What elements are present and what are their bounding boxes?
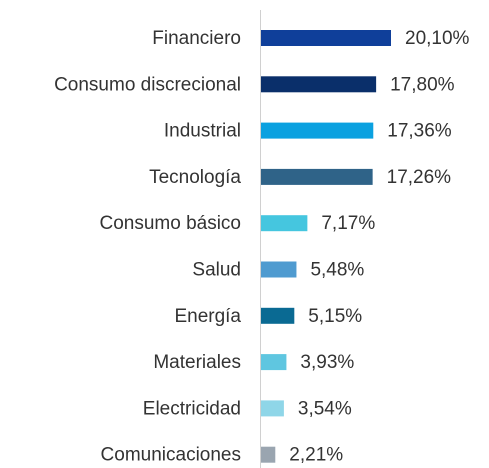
bar: [261, 307, 295, 324]
value-label: 17,80%: [390, 74, 455, 95]
category-label: Materiales: [153, 352, 241, 373]
bar: [261, 168, 373, 185]
bar: [261, 76, 377, 93]
value-label: 20,10%: [405, 28, 470, 49]
category-label: Industrial: [164, 121, 241, 142]
value-label: 5,15%: [308, 306, 362, 327]
category-label: Financiero: [152, 28, 241, 49]
value-label: 3,93%: [300, 352, 354, 373]
value-label: 5,48%: [310, 260, 364, 281]
category-label: Energía: [174, 306, 241, 327]
category-label: Salud: [192, 260, 241, 281]
bar: [261, 215, 308, 232]
value-label: 2,21%: [289, 445, 343, 466]
category-label: Tecnología: [149, 167, 241, 188]
category-label: Comunicaciones: [101, 445, 241, 466]
value-label: 7,17%: [321, 213, 375, 234]
bar: [261, 30, 391, 46]
bar: [261, 261, 297, 278]
category-label: Electricidad: [143, 398, 241, 419]
value-label: 17,26%: [387, 167, 452, 188]
bar: [261, 400, 284, 417]
bar: [261, 122, 374, 139]
bar: [261, 446, 276, 463]
bar: [261, 354, 287, 371]
category-label: Consumo básico: [99, 213, 241, 234]
value-label: 3,54%: [298, 398, 352, 419]
value-label: 17,36%: [387, 121, 452, 142]
category-label: Consumo discrecional: [54, 74, 241, 95]
